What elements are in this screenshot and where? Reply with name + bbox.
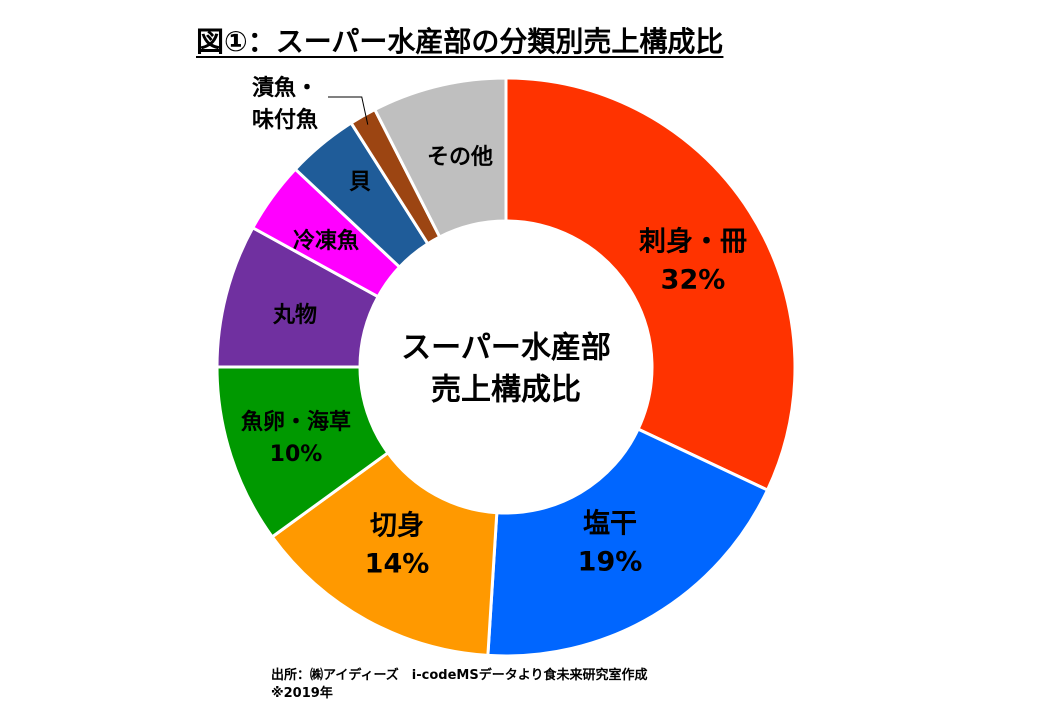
slice-category-label: 魚卵・海草 <box>241 409 351 435</box>
slice-label-3: 魚卵・海草 10% <box>241 409 351 467</box>
slice-category-label: 刺身・冊 <box>639 226 747 258</box>
slice-label-8: その他 <box>427 145 493 170</box>
slice-category-label: 漬魚・ <box>252 75 318 101</box>
slice-label-2: 切身 14% <box>365 510 430 580</box>
slice-value-label: 32% <box>661 265 726 296</box>
slice-category-label: 味付魚 <box>252 107 318 133</box>
slice-label-5: 冷凍魚 <box>293 228 359 254</box>
leader-line <box>328 96 369 125</box>
slice-label-0: 刺身・冊 32% <box>639 226 747 296</box>
source-text: 出所：㈱アイディーズ i-codeMSデータより食未来研究室作成 <box>271 668 648 683</box>
source-note: 出所：㈱アイディーズ i-codeMSデータより食未来研究室作成 ※2019年 <box>271 667 647 703</box>
center-label-line: スーパー水産部 <box>401 331 611 366</box>
slice-category-label: 塩干 <box>583 509 637 540</box>
slice-0 <box>504 76 797 492</box>
slice-category-label: 冷凍魚 <box>293 228 359 254</box>
year-note: ※2019年 <box>271 686 333 701</box>
slice-label-6: 貝 <box>349 170 371 195</box>
slice-category-label: 切身 <box>370 510 424 542</box>
slice-1 <box>486 427 769 658</box>
center-label-line: 売上構成比 <box>431 373 581 408</box>
slice-value-label: 10% <box>270 442 323 467</box>
slice-2 <box>270 451 499 657</box>
slice-label-4: 丸物 <box>272 302 317 328</box>
chart-title: 図①：スーパー水産部の分類別売上構成比 <box>196 25 724 58</box>
slice-value-label: 19% <box>578 547 643 578</box>
slice-value-label: 14% <box>365 549 430 580</box>
slice-label-7: 漬魚・味付魚 <box>252 75 318 133</box>
slice-category-label: その他 <box>427 145 493 170</box>
slice-label-1: 塩干 19% <box>578 509 643 578</box>
slice-category-label: 丸物 <box>272 302 317 328</box>
slice-category-label: 貝 <box>349 170 371 195</box>
slice-8 <box>373 76 508 239</box>
